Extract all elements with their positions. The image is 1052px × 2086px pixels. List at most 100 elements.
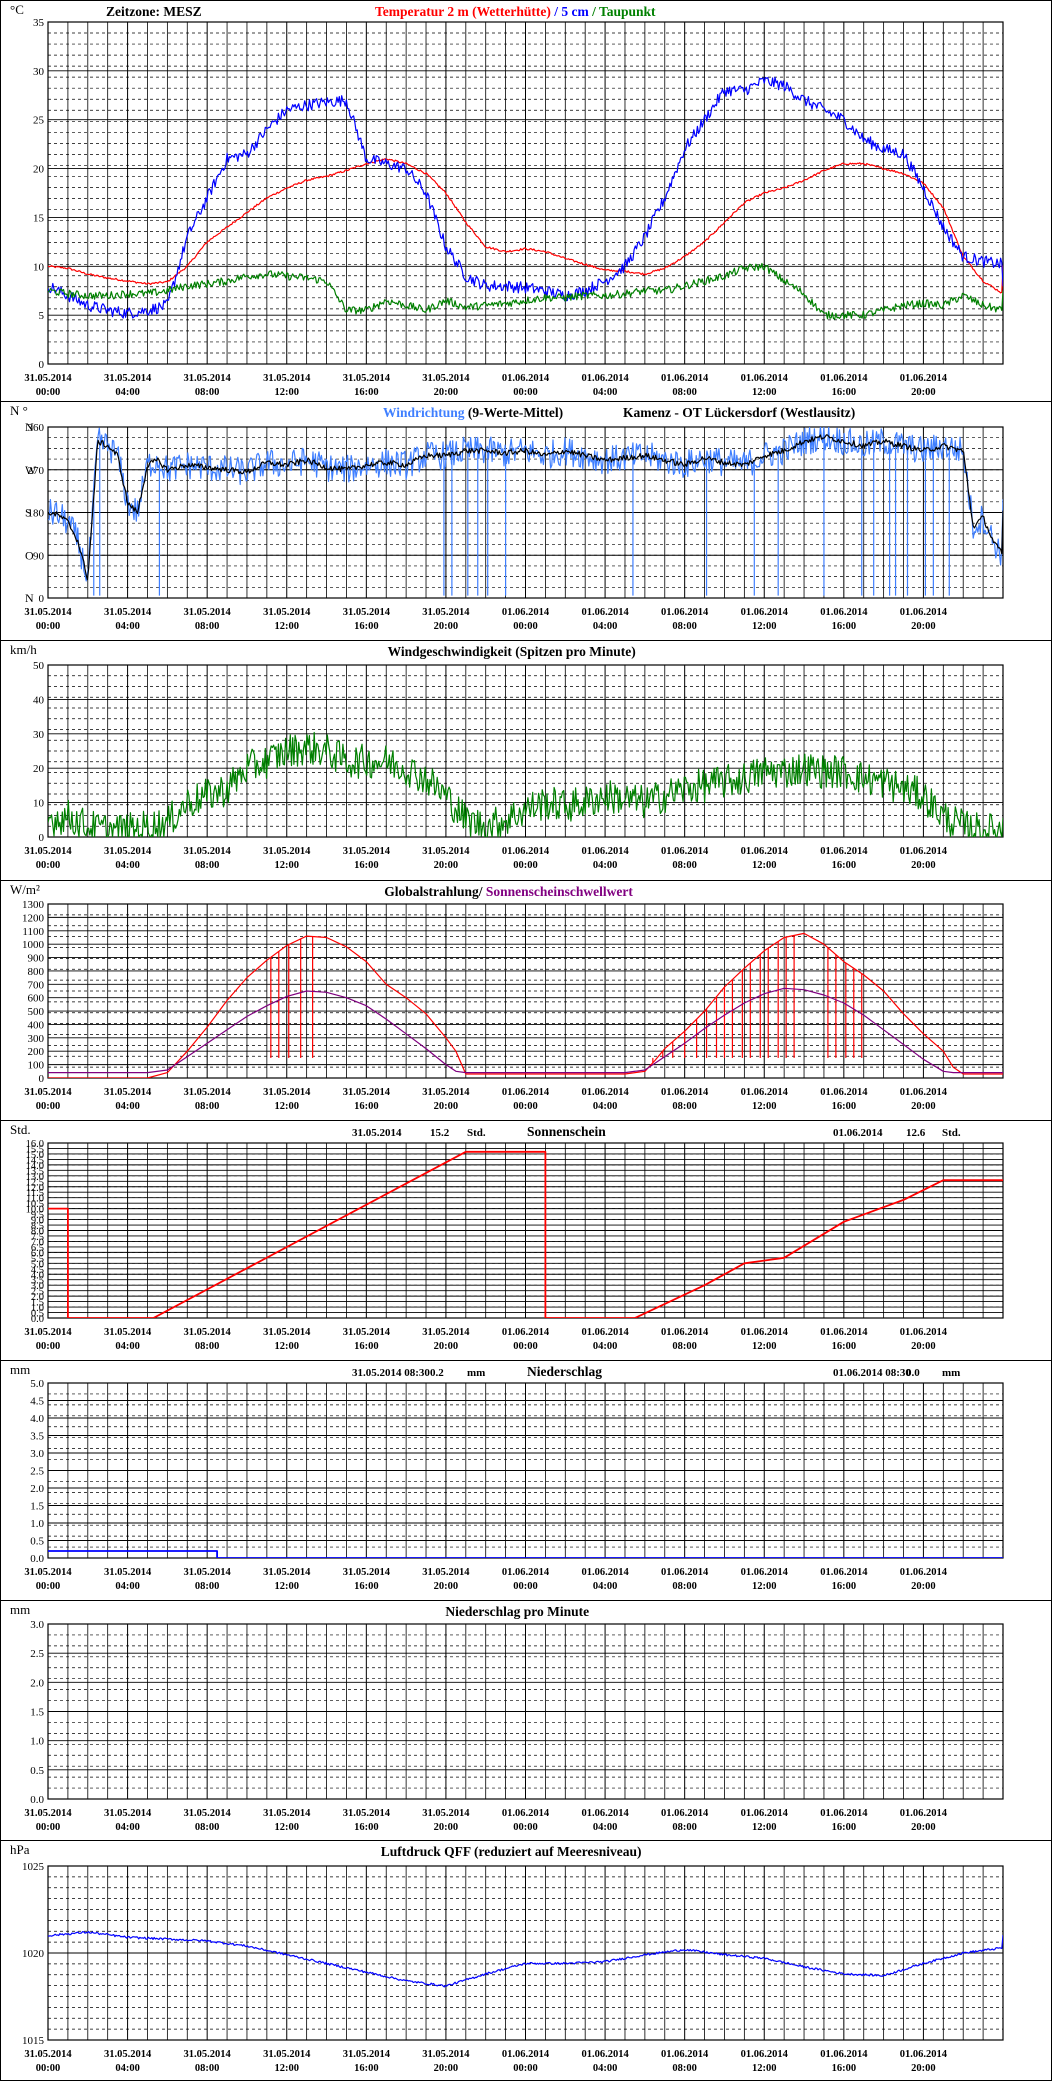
x-tick-time: 12:00	[752, 1101, 777, 1112]
y-tick-label: 11.0	[26, 1194, 44, 1205]
x-tick-time: 08:00	[672, 860, 697, 871]
x-tick-date: 31.05.2014	[24, 1327, 72, 1338]
x-tick-date: 31.05.2014	[104, 1808, 152, 1819]
x-tick-time: 20:00	[911, 1581, 936, 1592]
y-tick-label: 0.0	[30, 1794, 44, 1806]
data-layer	[48, 1550, 1003, 1558]
x-tick-date: 01.06.2014	[581, 607, 629, 618]
y-tick-label: 1300	[22, 899, 45, 911]
x-tick-date: 01.06.2014	[502, 607, 550, 618]
y-tick-label: 1200	[22, 912, 45, 924]
x-tick-time: 04:00	[593, 621, 618, 632]
x-tick-time: 08:00	[195, 860, 220, 871]
y-tick-label: 2.5	[30, 1648, 44, 1660]
x-tick-time: 00:00	[36, 621, 61, 632]
y-tick-label: 270	[28, 465, 45, 477]
y-tick-label: 3.0	[31, 1281, 44, 1292]
x-tick-time: 00:00	[36, 1101, 61, 1112]
title-part: Sonnenscheinschwellwert	[486, 884, 634, 899]
y-tick-label: 14.5	[26, 1155, 44, 1166]
x-tick-time: 00:00	[36, 860, 61, 871]
x-tick-time: 12:00	[275, 2063, 300, 2074]
y-tick-label: 200	[28, 1046, 45, 1058]
x-tick-date: 01.06.2014	[741, 1808, 789, 1819]
y-tick-label: 2.0	[31, 1292, 44, 1303]
y-tick-label: 3.0	[30, 1619, 44, 1631]
x-tick-date: 01.06.2014	[661, 1808, 709, 1819]
x-tick-time: 16:00	[354, 387, 379, 398]
y-tick-label: 7.5	[31, 1232, 44, 1243]
x-tick-time: 04:00	[593, 1581, 618, 1592]
plot-frame	[47, 1623, 1004, 1800]
grid	[47, 903, 1004, 1079]
y-tick-label: 2.5	[31, 1287, 44, 1298]
x-tick-date: 31.05.2014	[184, 1087, 232, 1098]
y-tick-label: 4.0	[31, 1270, 44, 1281]
x-tick-time: 20:00	[911, 621, 936, 632]
y-tick-label: 15.5	[26, 1144, 44, 1155]
x-tick-time: 20:00	[911, 1341, 936, 1352]
compass-letter: N	[25, 420, 34, 434]
y-tick-label: 2.0	[30, 1677, 44, 1689]
unit-label: °C	[10, 2, 24, 17]
x-tick-date: 31.05.2014	[343, 846, 391, 857]
y-tick-label: 13.0	[26, 1172, 44, 1183]
x-tick-time: 04:00	[593, 1822, 618, 1833]
x-tick-date: 31.05.2014	[184, 2049, 232, 2060]
x-tick-time: 04:00	[115, 2063, 140, 2074]
x-tick-time: 00:00	[513, 387, 538, 398]
x-tick-date: 01.06.2014	[502, 2049, 550, 2060]
x-tick-time: 00:00	[513, 2063, 538, 2074]
y-tick-label: 14.0	[26, 1161, 44, 1172]
y-tick-label: 5.5	[31, 1254, 44, 1265]
y-tick-label: 0.5	[31, 1309, 44, 1320]
x-tick-date: 01.06.2014	[820, 2049, 868, 2060]
x-tick-date: 31.05.2014	[184, 1808, 232, 1819]
x-axis-labels: 31.05.2014 00:00 31.05.2014 04:00 31.05.2014…	[24, 1808, 947, 1833]
title-part: Luftdruck QFF (reduziert auf Meeresnivea…	[381, 1844, 642, 1859]
x-tick-date: 31.05.2014	[263, 373, 311, 384]
y-tick-label: 0.5	[30, 1536, 44, 1548]
y-tick-label: 30	[33, 729, 45, 741]
x-tick-time: 20:00	[434, 1581, 459, 1592]
chart-title: 31.05.2014 15.2 Std. Sonnenschein 01.06.2014…	[352, 1124, 961, 1139]
chart-precip: 0.00.51.01.52.02.53.03.54.04.55.0mm 31.05…	[0, 1360, 1052, 1592]
x-tick-date: 01.06.2014	[502, 1567, 550, 1578]
x-tick-time: 12:00	[275, 387, 300, 398]
x-tick-time: 08:00	[672, 1581, 697, 1592]
x-tick-date: 31.05.2014	[104, 373, 152, 384]
x-tick-date: 31.05.2014	[343, 1808, 391, 1819]
y-tick-label: 12.5	[26, 1177, 44, 1188]
y-tick-label: 2.0	[30, 1483, 44, 1495]
title-sum1-unit: Std.	[467, 1127, 486, 1139]
plot-frame	[47, 1865, 1004, 2041]
title-sum1-val: 0.2	[430, 1367, 444, 1379]
y-tick-label: 300	[28, 1033, 45, 1045]
title-part: (9-Werte-Mittel)	[468, 405, 563, 420]
x-tick-date: 01.06.2014	[741, 1567, 789, 1578]
unit-label: mm	[10, 1602, 30, 1617]
x-tick-date: 31.05.2014	[422, 846, 470, 857]
data-layer	[48, 427, 1003, 596]
x-tick-date: 31.05.2014	[184, 607, 232, 618]
x-tick-date: 01.06.2014	[900, 2049, 948, 2060]
x-tick-date: 31.05.2014	[343, 2049, 391, 2060]
x-tick-time: 16:00	[832, 621, 857, 632]
y-tick-label: 3.5	[30, 1431, 44, 1443]
x-tick-time: 00:00	[513, 621, 538, 632]
chart-title-text: Luftdruck QFF (reduziert auf Meeresnivea…	[381, 1844, 642, 1859]
y-tick-label: 4.0	[30, 1413, 44, 1425]
x-tick-date: 01.06.2014	[661, 846, 709, 857]
title-center: Sonnenschein	[527, 1124, 606, 1139]
x-tick-date: 31.05.2014	[422, 1087, 470, 1098]
x-tick-date: 01.06.2014	[900, 1327, 948, 1338]
y-tick-label: 3.5	[31, 1276, 44, 1287]
x-tick-time: 12:00	[752, 2063, 777, 2074]
x-tick-time: 12:00	[752, 387, 777, 398]
x-tick-time: 16:00	[354, 1341, 379, 1352]
x-tick-date: 31.05.2014	[104, 1087, 152, 1098]
y-tick-label: 13.5	[26, 1166, 44, 1177]
x-tick-time: 16:00	[832, 860, 857, 871]
x-tick-time: 20:00	[434, 860, 459, 871]
